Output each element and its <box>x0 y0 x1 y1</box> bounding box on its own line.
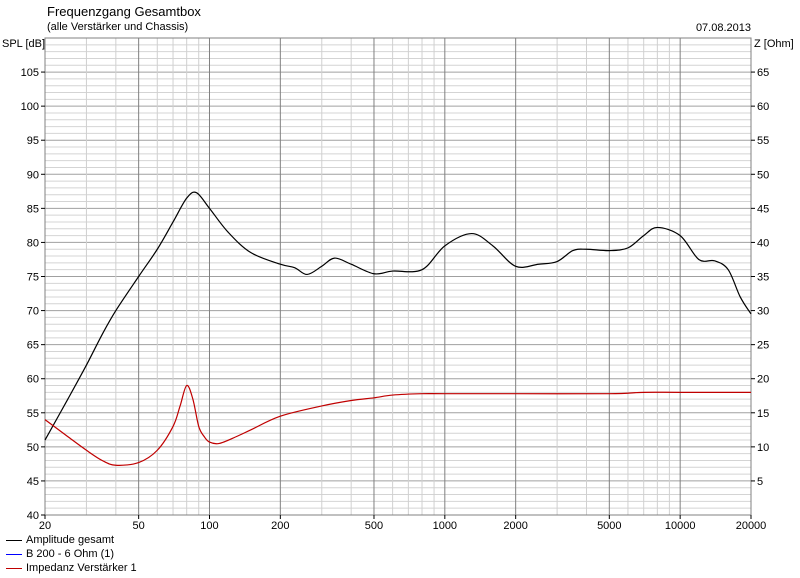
y-tick-label: 45 <box>27 476 39 488</box>
y-tick-label: 80 <box>27 237 39 249</box>
y-tick-label: 100 <box>21 101 39 113</box>
chart-subtitle: (alle Verstärker und Chassis) <box>47 21 189 33</box>
x-tick-label: 10000 <box>665 520 696 532</box>
x-tick-label: 2000 <box>503 520 527 532</box>
chart-date: 07.08.2013 <box>695 22 751 34</box>
y2-tick-label: 30 <box>757 306 769 318</box>
legend-item: Amplitude gesamt <box>6 534 114 546</box>
y2-axis-label: Z [Ohm] <box>754 38 794 50</box>
x-tick-label: 5000 <box>597 520 621 532</box>
legend-item: Impedanz Verstärker 1 <box>6 562 137 574</box>
y2-tick-label: 10 <box>757 442 769 454</box>
legend-item: B 200 - 6 Ohm (1) <box>6 548 114 560</box>
y2-tick-label: 45 <box>757 203 769 215</box>
y2-tick-label: 65 <box>757 67 769 79</box>
y-tick-label: 75 <box>27 272 39 284</box>
y2-tick-label: 20 <box>757 374 769 386</box>
legend-label: B 200 - 6 Ohm (1) <box>26 548 115 560</box>
series-line-2 <box>44 384 751 466</box>
y-tick-label: 90 <box>27 169 39 181</box>
x-tick-label: 500 <box>365 520 383 532</box>
legend-label: Amplitude gesamt <box>26 534 115 546</box>
x-tick-label: 100 <box>200 520 218 532</box>
y-tick-label: 70 <box>27 306 39 318</box>
y-tick-label: 50 <box>27 442 39 454</box>
y2-tick-label: 50 <box>757 169 769 181</box>
legend-label: Impedanz Verstärker 1 <box>26 562 137 574</box>
y2-tick-label: 5 <box>757 476 763 488</box>
y-tick-label: 95 <box>27 135 39 147</box>
y2-tick-label: 40 <box>757 237 769 249</box>
y2-tick-label: 15 <box>757 408 769 420</box>
series-line-0 <box>44 191 752 441</box>
legend-swatch <box>6 567 22 569</box>
y2-tick-label: 60 <box>757 101 769 113</box>
y-tick-label: 65 <box>27 340 39 352</box>
y-tick-label: 40 <box>27 510 39 522</box>
y2-tick-label: 35 <box>757 272 769 284</box>
y2-tick-label: 55 <box>757 135 769 147</box>
y2-tick-label: 25 <box>757 340 769 352</box>
x-tick-label: 1000 <box>433 520 457 532</box>
y-tick-label: 105 <box>21 67 39 79</box>
x-tick-label: 20000 <box>736 520 767 532</box>
legend-swatch <box>6 539 22 541</box>
y-axis-label: SPL [dB] <box>2 38 46 50</box>
y-tick-label: 60 <box>27 374 39 386</box>
x-tick-label: 20 <box>39 520 51 532</box>
y-tick-label: 55 <box>27 408 39 420</box>
chart-title: Frequenzgang Gesamtbox <box>47 4 201 19</box>
x-tick-label: 50 <box>133 520 145 532</box>
x-tick-label: 200 <box>271 520 289 532</box>
legend-swatch <box>6 553 22 555</box>
y-tick-label: 85 <box>27 203 39 215</box>
